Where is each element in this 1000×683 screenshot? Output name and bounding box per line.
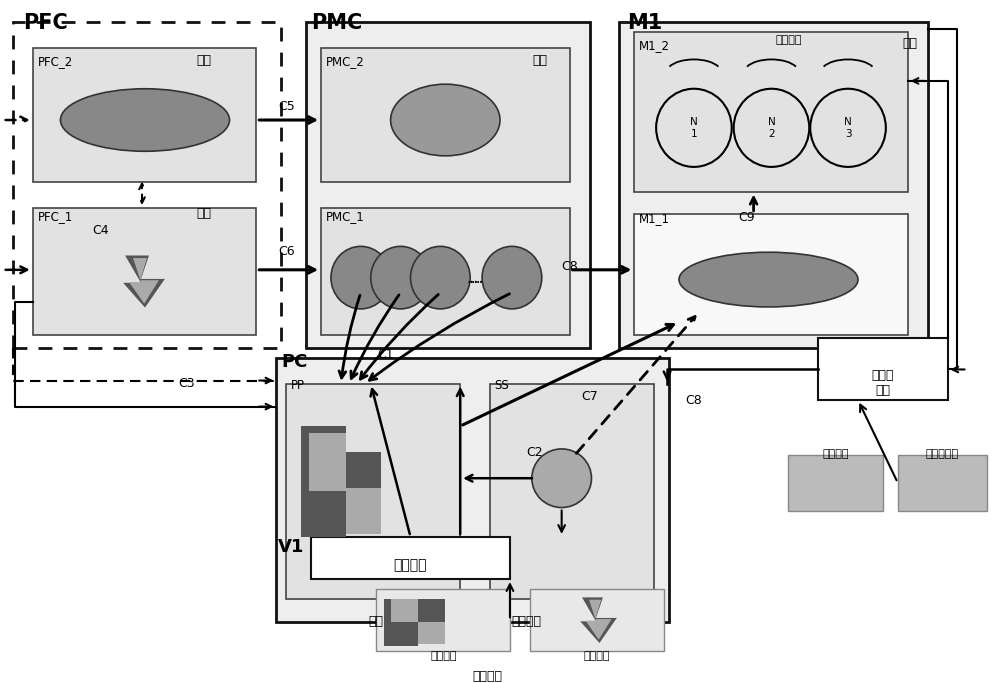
Text: C8: C8: [561, 260, 578, 273]
Polygon shape: [391, 599, 445, 644]
Ellipse shape: [482, 247, 542, 309]
Text: C9: C9: [738, 211, 755, 224]
Text: 目标物体: 目标物体: [583, 651, 610, 661]
FancyBboxPatch shape: [634, 32, 908, 192]
Text: 保持不变: 保持不变: [775, 36, 802, 45]
Polygon shape: [123, 255, 165, 307]
Text: PMC_1: PMC_1: [326, 210, 365, 223]
Text: 答案: 答案: [903, 37, 918, 50]
Text: PFC_1: PFC_1: [38, 210, 73, 223]
Text: ...: ...: [468, 268, 484, 287]
Text: C4: C4: [92, 224, 109, 237]
FancyBboxPatch shape: [306, 23, 590, 348]
Text: 当前物体: 当前物体: [430, 651, 457, 661]
Text: C8: C8: [686, 393, 702, 406]
Text: C6: C6: [278, 245, 295, 258]
Text: 下一个动作: 下一个动作: [926, 449, 959, 459]
Text: PFC_2: PFC_2: [38, 55, 73, 68]
Text: C2: C2: [526, 446, 543, 459]
Polygon shape: [301, 426, 381, 537]
Text: C1: C1: [377, 348, 394, 361]
FancyBboxPatch shape: [321, 48, 570, 182]
Text: ...: ...: [467, 271, 481, 286]
Polygon shape: [586, 600, 612, 639]
Text: V1: V1: [278, 538, 304, 556]
Text: C3: C3: [178, 377, 195, 390]
Text: 目标: 目标: [368, 615, 383, 628]
Text: C7: C7: [581, 390, 598, 404]
Ellipse shape: [391, 84, 500, 156]
FancyBboxPatch shape: [276, 358, 669, 622]
Ellipse shape: [331, 247, 391, 309]
FancyBboxPatch shape: [530, 589, 664, 651]
Text: 随机生
成器: 随机生 成器: [872, 370, 894, 398]
Polygon shape: [384, 599, 445, 646]
Ellipse shape: [679, 252, 858, 307]
Ellipse shape: [411, 247, 470, 309]
FancyBboxPatch shape: [286, 384, 460, 599]
Text: N
1: N 1: [690, 117, 698, 139]
FancyBboxPatch shape: [619, 23, 928, 348]
Text: 日标: 日标: [197, 207, 212, 220]
Text: PMC: PMC: [311, 12, 362, 33]
Text: 当前输入: 当前输入: [512, 615, 542, 628]
Text: PFC: PFC: [23, 12, 67, 33]
FancyBboxPatch shape: [321, 208, 570, 335]
Text: 場景感知: 場景感知: [823, 449, 849, 459]
Ellipse shape: [371, 247, 430, 309]
Ellipse shape: [60, 89, 230, 151]
Text: SS: SS: [494, 379, 509, 392]
Text: N
3: N 3: [844, 117, 852, 139]
Text: N
2: N 2: [768, 117, 775, 139]
FancyBboxPatch shape: [33, 208, 256, 335]
Polygon shape: [129, 258, 159, 304]
FancyBboxPatch shape: [376, 589, 510, 651]
Ellipse shape: [532, 449, 591, 507]
FancyBboxPatch shape: [490, 384, 654, 599]
Polygon shape: [580, 598, 617, 643]
Polygon shape: [309, 432, 381, 533]
Text: C5: C5: [278, 100, 295, 113]
Text: M1_1: M1_1: [639, 212, 670, 225]
Text: PP: PP: [291, 379, 305, 392]
Text: M1: M1: [627, 12, 663, 33]
FancyBboxPatch shape: [634, 214, 908, 335]
FancyBboxPatch shape: [311, 537, 510, 579]
Text: M1_2: M1_2: [639, 39, 670, 52]
FancyBboxPatch shape: [898, 456, 987, 511]
Text: PC: PC: [281, 353, 308, 371]
FancyBboxPatch shape: [818, 338, 948, 400]
FancyBboxPatch shape: [33, 48, 256, 182]
Text: 答案: 答案: [533, 53, 548, 66]
FancyBboxPatch shape: [788, 456, 883, 511]
Text: 视觉输入: 视觉输入: [472, 670, 502, 683]
Text: 边缘检测: 边缘检测: [394, 558, 427, 572]
Text: 匹配: 匹配: [197, 53, 212, 66]
Text: PMC_2: PMC_2: [326, 55, 365, 68]
